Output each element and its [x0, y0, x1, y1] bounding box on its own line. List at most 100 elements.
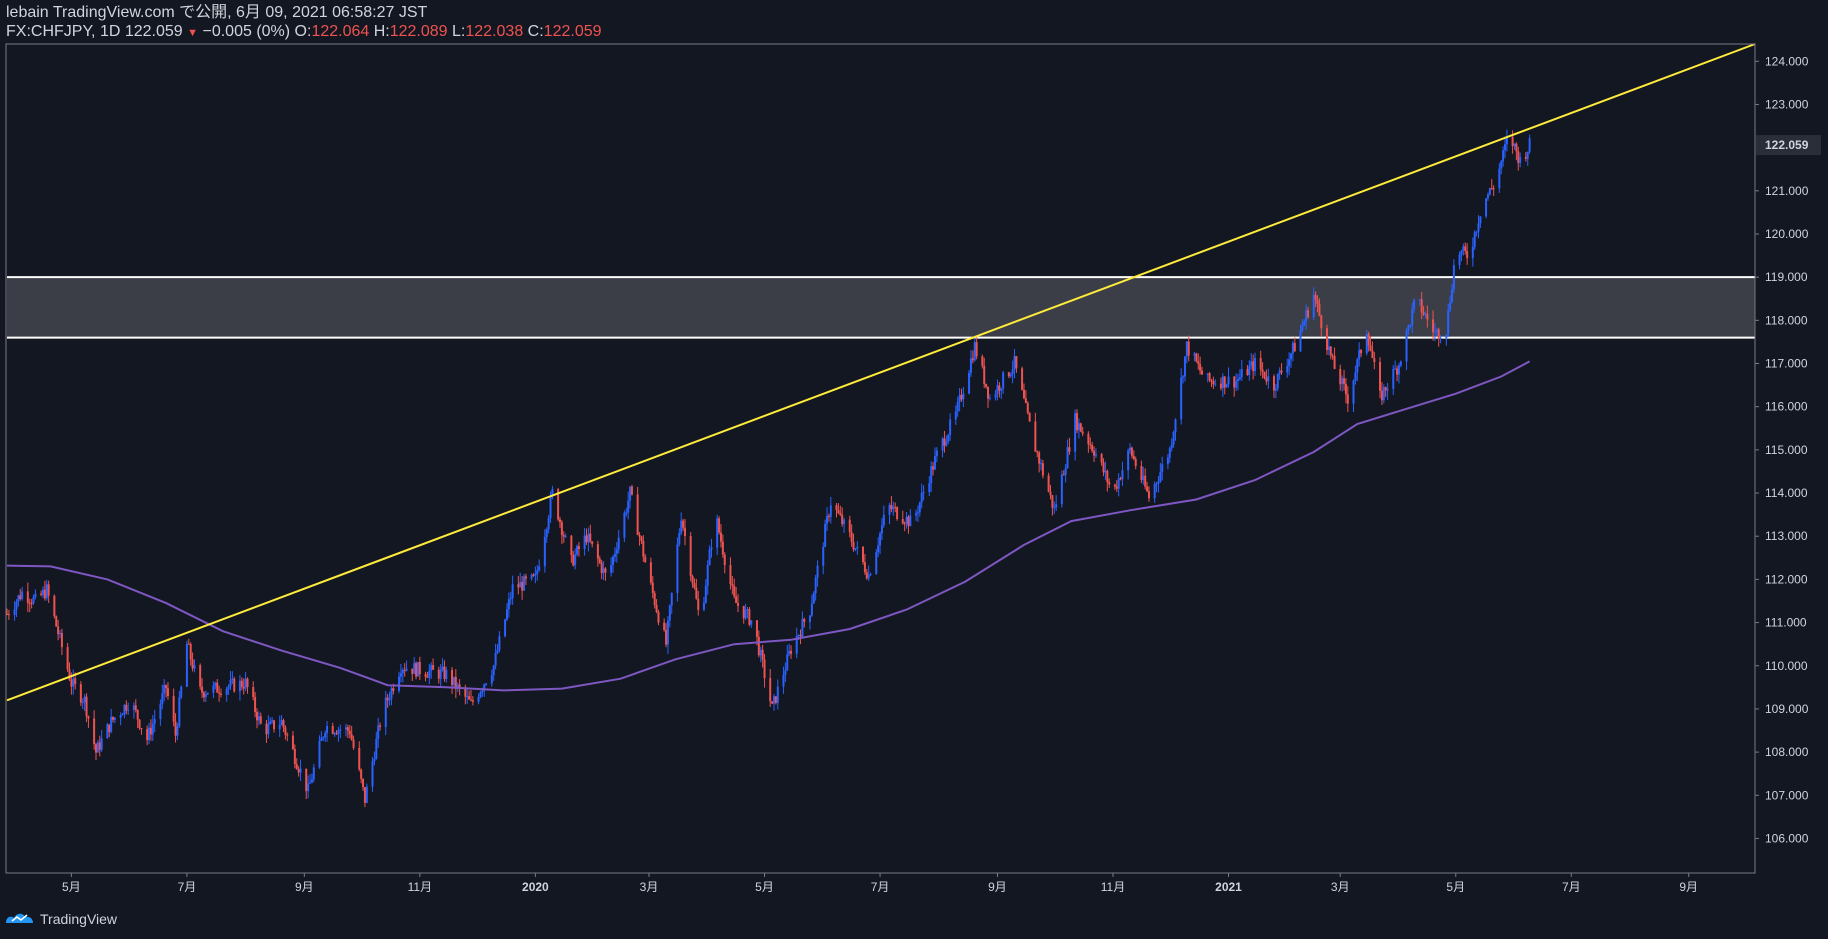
- candle-up: [786, 645, 789, 672]
- candle-up: [583, 527, 586, 556]
- candle-up: [1286, 358, 1289, 378]
- candle-up: [1433, 322, 1436, 342]
- candle-up: [1479, 216, 1482, 228]
- x-tick-label: 9月: [295, 880, 314, 894]
- candle-down: [693, 578, 696, 590]
- candle-up: [610, 557, 613, 577]
- candle-down: [1437, 327, 1440, 347]
- y-tick-label: 118.000: [1765, 313, 1808, 327]
- x-tick-label: 9月: [1679, 880, 1698, 894]
- candle-up: [1352, 379, 1355, 413]
- candle-up: [180, 685, 183, 700]
- y-tick-label: 119.000: [1765, 270, 1808, 284]
- candle-up: [1500, 160, 1503, 175]
- candle-up: [1312, 287, 1315, 321]
- candle-up: [969, 350, 972, 377]
- candle-down: [1379, 357, 1382, 399]
- candle-down: [735, 586, 738, 604]
- candle-down: [769, 669, 772, 707]
- candle-up: [267, 715, 270, 739]
- candle-down: [242, 678, 245, 695]
- candle-up: [100, 730, 103, 752]
- candle-up: [1477, 215, 1480, 239]
- candle-up: [1278, 367, 1281, 380]
- candle-down: [350, 725, 353, 741]
- candle-down: [748, 606, 751, 627]
- candle-down: [295, 758, 298, 770]
- candle-down: [1100, 452, 1103, 466]
- candle-up: [1354, 365, 1357, 385]
- candle-up: [507, 592, 510, 618]
- candle-down: [521, 575, 524, 600]
- candle-down: [1426, 305, 1429, 328]
- candle-down: [560, 520, 563, 545]
- candle-down: [1087, 431, 1090, 453]
- candle-down: [386, 693, 389, 708]
- candle-up: [163, 679, 166, 702]
- candle-up: [854, 548, 857, 552]
- candle-down: [138, 719, 141, 730]
- candle-up: [1439, 334, 1442, 344]
- candle-up: [1274, 384, 1277, 399]
- resistance-zone[interactable]: [7, 276, 1755, 339]
- trendline-line[interactable]: [6, 43, 1756, 702]
- candle-up: [1157, 476, 1160, 493]
- candle-down: [1517, 146, 1520, 171]
- candle-up: [309, 774, 312, 784]
- last-price-label: 122.059: [1765, 138, 1809, 152]
- trendline[interactable]: [6, 43, 1756, 702]
- candle-up: [1159, 462, 1162, 484]
- candle-up: [1053, 501, 1056, 515]
- candle-up: [148, 722, 151, 745]
- candle-up: [1502, 146, 1505, 167]
- candle-down: [95, 742, 98, 761]
- candle-up: [227, 684, 230, 695]
- candle-down: [1333, 347, 1336, 370]
- candle-down: [1113, 483, 1116, 490]
- candle-up: [384, 691, 387, 736]
- candle-up: [576, 544, 579, 557]
- candle-down: [469, 690, 472, 702]
- candle-down: [1343, 369, 1346, 391]
- candle-down: [1316, 295, 1319, 313]
- candle-down: [723, 552, 726, 574]
- candle-up: [1452, 259, 1455, 294]
- candle-down: [189, 642, 192, 666]
- candle-down: [1371, 341, 1374, 359]
- candle-down: [1329, 346, 1332, 360]
- candle-up: [587, 527, 590, 552]
- candle-down: [1102, 458, 1105, 477]
- candle-up: [949, 413, 952, 441]
- candle-up: [784, 662, 787, 682]
- candle-down: [907, 515, 910, 534]
- candle-down: [653, 590, 656, 609]
- candle-down: [1041, 459, 1044, 479]
- candle-up: [445, 666, 448, 683]
- candle-down: [755, 620, 758, 646]
- candle-down: [901, 510, 904, 525]
- price-axis[interactable]: 124.000 123.000 121.000 120.000 119.000 118.0…: [1755, 54, 1821, 845]
- candle-down: [841, 507, 844, 527]
- y-tick-label: 111.000: [1765, 616, 1807, 630]
- close-label: C:: [527, 23, 544, 40]
- candle-up: [670, 592, 673, 614]
- candle-up: [916, 505, 919, 522]
- candle-up: [1462, 243, 1465, 256]
- candle-up: [398, 671, 401, 694]
- time-axis[interactable]: 5月 7月 9月 11月 2020 3月 5月 7月 9月 11月 2021 3月 5月 7月 9月: [62, 873, 1698, 894]
- candle-up: [1341, 375, 1344, 392]
- candle-up: [612, 555, 615, 573]
- candle-down: [331, 722, 334, 735]
- candle-up: [388, 691, 391, 706]
- candle-up: [151, 715, 154, 741]
- candle-up: [1386, 382, 1389, 400]
- candle-up: [225, 686, 228, 702]
- candle-up: [1505, 129, 1508, 152]
- candle-up: [322, 736, 325, 741]
- y-tick-label: 116.000: [1765, 400, 1808, 414]
- candle-up: [1221, 373, 1224, 398]
- candle-up: [271, 717, 274, 724]
- candle-down: [1422, 305, 1425, 317]
- candle-down: [852, 533, 855, 552]
